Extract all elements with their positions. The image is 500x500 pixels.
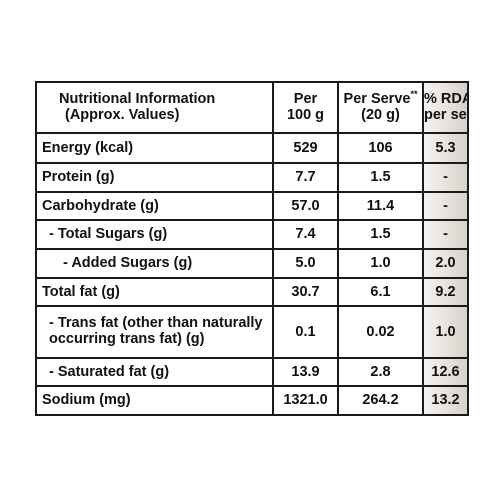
nutrient-label: Sodium (mg) xyxy=(35,385,274,416)
header-per-serve-label: Per Serve** xyxy=(343,89,418,108)
header-subtitle: (Approx. Values) xyxy=(65,106,180,123)
header-rda-sub: per serve xyxy=(424,106,467,123)
header-serve-size: (20 g) xyxy=(361,106,400,123)
value-per-serve: 2.8 xyxy=(337,356,424,388)
value-per-100g: 13.9 xyxy=(272,356,339,388)
value-per-100g: 7.4 xyxy=(272,219,339,250)
value-per-serve: 11.4 xyxy=(337,190,424,222)
value-per-100g: 1321.0 xyxy=(272,385,339,416)
table-row: - Trans fat (other than naturally occurr… xyxy=(35,305,469,359)
table-row: - Added Sugars (g) 5.0 1.0 2.0 xyxy=(35,247,469,279)
header-row: Nutritional Information (Approx. Values)… xyxy=(35,80,469,135)
table-row: - Saturated fat (g) 13.9 2.8 12.6 xyxy=(35,356,469,388)
value-per-100g: 57.0 xyxy=(272,190,339,222)
value-rda: 5.3 xyxy=(422,132,469,164)
header-rda: % RDA per serve xyxy=(422,80,469,135)
value-per-serve: 1.5 xyxy=(337,219,424,250)
nutrient-label: - Added Sugars (g) xyxy=(35,247,274,279)
value-rda: - xyxy=(422,219,469,250)
nutrient-label: Energy (kcal) xyxy=(35,132,274,164)
value-rda: 1.0 xyxy=(422,305,469,359)
value-per-serve: 0.02 xyxy=(337,305,424,359)
table-row: Carbohydrate (g) 57.0 11.4 - xyxy=(35,190,469,222)
value-per-serve: 106 xyxy=(337,132,424,164)
table-row: Protein (g) 7.7 1.5 - xyxy=(35,161,469,193)
value-per-serve: 264.2 xyxy=(337,385,424,416)
value-per-serve: 6.1 xyxy=(337,276,424,308)
header-title: Nutritional Information xyxy=(59,91,216,108)
nutrient-label: Carbohydrate (g) xyxy=(35,190,274,222)
table-row: - Total Sugars (g) 7.4 1.5 - xyxy=(35,219,469,250)
nutrient-label: - Total Sugars (g) xyxy=(35,219,274,250)
value-per-100g: 529 xyxy=(272,132,339,164)
table-row: Total fat (g) 30.7 6.1 9.2 xyxy=(35,276,469,308)
header-per-serve-footnote-mark: ** xyxy=(410,89,418,100)
value-rda: - xyxy=(422,190,469,222)
table-row: Sodium (mg) 1321.0 264.2 13.2 xyxy=(35,385,469,416)
value-rda: 13.2 xyxy=(422,385,469,416)
value-per-100g: 0.1 xyxy=(272,305,339,359)
value-per-100g: 7.7 xyxy=(272,161,339,193)
header-nutritional-information: Nutritional Information (Approx. Values) xyxy=(35,80,274,135)
header-100g: 100 g xyxy=(286,106,325,123)
header-per-serve: Per Serve** (20 g) xyxy=(337,80,424,135)
value-rda: 12.6 xyxy=(422,356,469,388)
value-rda: 9.2 xyxy=(422,276,469,308)
value-per-100g: 5.0 xyxy=(272,247,339,279)
header-per-100g: Per 100 g xyxy=(272,80,339,135)
nutrition-table: Nutritional Information (Approx. Values)… xyxy=(35,80,469,416)
header-per: Per xyxy=(293,91,318,108)
nutrient-label: - Saturated fat (g) xyxy=(35,356,274,388)
header-rda-label: % RDA xyxy=(424,91,468,108)
nutrient-label: Protein (g) xyxy=(35,161,274,193)
value-per-100g: 30.7 xyxy=(272,276,339,308)
nutrient-label: Total fat (g) xyxy=(35,276,274,308)
value-per-serve: 1.0 xyxy=(337,247,424,279)
nutrient-label: - Trans fat (other than naturally occurr… xyxy=(35,305,274,359)
value-per-serve: 1.5 xyxy=(337,161,424,193)
value-rda: 2.0 xyxy=(422,247,469,279)
value-rda: - xyxy=(422,161,469,193)
table-row: Energy (kcal) 529 106 5.3 xyxy=(35,132,469,164)
